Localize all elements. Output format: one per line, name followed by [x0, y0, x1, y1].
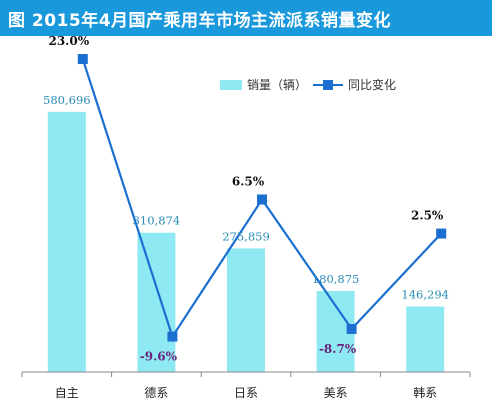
legend-line-marker — [323, 80, 333, 90]
yoy-label-2: -9.6% — [140, 350, 178, 364]
category-label-1: 自主 — [55, 386, 79, 400]
chart-title: 图 2015年4月国产乘用车市场主流派系销量变化 — [8, 10, 392, 31]
yoy-point-4 — [346, 323, 357, 334]
yoy-label-3: 6.5% — [232, 175, 265, 189]
yoy-label-1: 23.0% — [48, 34, 89, 48]
yoy-label-4: -8.7% — [319, 342, 357, 356]
legend-yoy-label: 同比变化 — [348, 77, 396, 92]
category-label-5: 韩系 — [413, 385, 437, 400]
yoy-point-2 — [167, 331, 178, 342]
bar-value-label-3: 275,859 — [222, 229, 270, 243]
yoy-point-1 — [77, 54, 88, 65]
bar-1 — [47, 111, 86, 372]
yoy-label-5: 2.5% — [411, 209, 444, 223]
yoy-point-5 — [436, 228, 447, 239]
category-label-3: 日系 — [234, 386, 258, 400]
legend-bar-swatch — [220, 80, 242, 90]
bar-value-label-2: 310,874 — [133, 214, 181, 228]
yoy-point-3 — [257, 194, 267, 205]
bar-value-label-4: 180,875 — [312, 272, 360, 286]
bar-2 — [137, 232, 176, 372]
bar-value-label-1: 580,696 — [43, 93, 91, 107]
bar-3 — [227, 248, 265, 372]
bar-value-label-5: 146,294 — [401, 287, 449, 301]
bar-5 — [406, 306, 445, 372]
category-label-4: 美系 — [324, 386, 348, 400]
legend-sales-label: 销量（辆） — [247, 78, 307, 92]
category-label-2: 德系 — [144, 385, 168, 400]
title-bar: 图 2015年4月国产乘用车市场主流派系销量变化 — [0, 0, 492, 36]
